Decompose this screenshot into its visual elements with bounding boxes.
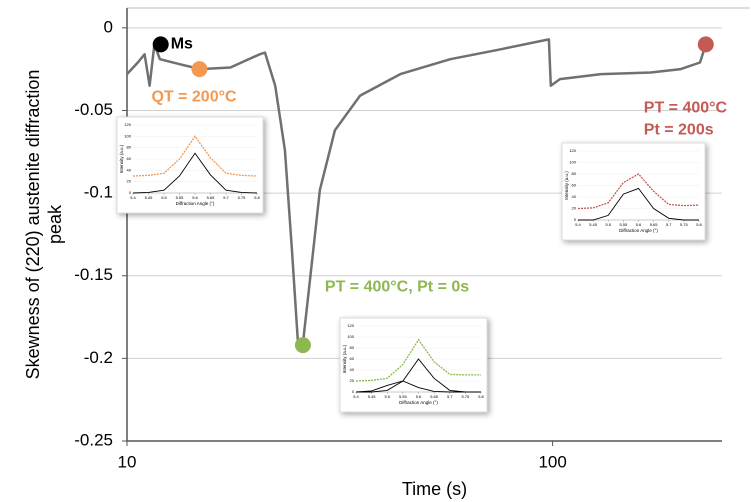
inset-y-tick-label: 60 [572,183,577,188]
y-tick-label: -0.15 [74,265,113,284]
x-tick-label: 100 [538,452,566,471]
inset-background [116,116,264,214]
y-axis-label: Skewness of (220) austenite diffraction [23,70,43,380]
data-line [126,38,707,345]
inset-x-tick-label: 5.5 [384,394,390,399]
inset-x-tick-label: 5.4 [575,222,581,227]
inset-x-tick-label: 5.6 [416,394,422,399]
y-axis-label: peak [45,204,65,244]
inset-y-tick-label: 0 [574,217,577,222]
inset-x-tick-label: 5.5 [161,195,167,200]
y-tick-label: -0.2 [84,348,113,367]
y-tick-label: 0 [104,17,113,36]
inset-line [355,380,481,393]
inset-y-tick-label: 20 [572,206,577,211]
inset-y-tick-label: 20 [127,179,132,184]
inset-line [132,152,258,194]
annotation-label: PT = 400°C, Pt = 0s [325,278,469,295]
annotation-point [697,36,714,53]
inset-background [339,317,488,413]
y-tick-label: -0.05 [74,100,113,119]
inset-y-label: Intensity (a.u.) [119,144,124,173]
y-tick-label: -0.25 [74,430,113,449]
inset-x-tick-label: 5.8 [696,222,702,227]
inset-line [356,358,481,393]
inset-y-label: Intensity (a.u.) [342,344,347,373]
inset-y-tick-label: 0 [129,190,132,195]
inset-y-tick-label: 60 [350,356,355,361]
inset-x-tick-label: 5.7 [223,195,229,200]
inset-x-tick-label: 5.65 [650,222,659,227]
inset-background [561,142,706,241]
annotation-label: PT = 400°C [644,100,728,117]
inset-y-label: Intensity (a.u.) [564,171,569,200]
inset-x-label: Diffraction Angle (°) [619,228,658,233]
annotation-point [191,61,208,78]
inset-x-tick-label: 5.55 [619,222,628,227]
inset-y-tick-label: 40 [127,167,132,172]
inset-x-tick-label: 5.8 [254,195,260,200]
annotation-point [152,36,169,53]
x-axis-label: Time (s) [402,479,467,499]
inset-y-tick-label: 40 [572,194,577,199]
annotation-label: Pt = 200s [644,122,714,139]
inset-y-tick-label: 80 [127,145,132,150]
inset-x-label: Diffraction Angle (°) [176,201,215,206]
inset-x-tick-label: 5.55 [399,394,408,399]
inset-x-tick-label: 5.75 [238,195,247,200]
inset-y-tick-label: 120 [347,323,354,328]
inset-y-tick-label: 20 [350,378,355,383]
y-tick-label: -0.1 [84,183,113,202]
inset-y-tick-label: 0 [352,389,355,394]
inset-x-tick-label: 5.7 [666,222,672,227]
inset-x-tick-label: 5.45 [145,195,154,200]
annotation-label: QT = 200°C [151,88,237,105]
inset-x-label: Diffraction Angle (°) [399,400,438,405]
inset-y-tick-label: 100 [124,133,131,138]
inset-x-tick-label: 5.75 [680,222,689,227]
inset-y-tick-label: 120 [124,122,131,127]
inset-y-tick-label: 40 [350,367,355,372]
inset-x-tick-label: 5.65 [207,195,216,200]
inset-x-tick-label: 5.6 [192,195,198,200]
inset-x-tick-label: 5.4 [353,394,359,399]
inset-x-tick-label: 5.55 [176,195,185,200]
inset-line [577,173,700,210]
inset-x-tick-label: 5.7 [447,394,453,399]
inset-line [355,338,481,382]
inset-x-tick-label: 5.65 [430,394,439,399]
inset-y-tick-label: 100 [347,334,354,339]
inset-x-tick-label: 5.75 [461,394,470,399]
x-tick-label: 10 [118,452,137,471]
inset-x-tick-label: 5.45 [368,394,377,399]
inset-line [132,135,258,177]
inset-x-tick-label: 5.8 [478,394,484,399]
inset-x-tick-label: 5.45 [589,222,598,227]
inset-y-tick-label: 100 [569,160,576,165]
inset-y-tick-label: 80 [572,171,577,176]
inset-y-tick-label: 80 [350,345,355,350]
inset-y-tick-label: 120 [569,148,576,153]
inset-x-tick-label: 5.5 [605,222,611,227]
annotation-point [294,337,311,354]
inset-x-tick-label: 5.4 [130,195,136,200]
inset-x-tick-label: 5.6 [636,222,642,227]
annotation-label: Ms [171,36,193,53]
inset-line [578,187,699,221]
inset-y-tick-label: 60 [127,156,132,161]
